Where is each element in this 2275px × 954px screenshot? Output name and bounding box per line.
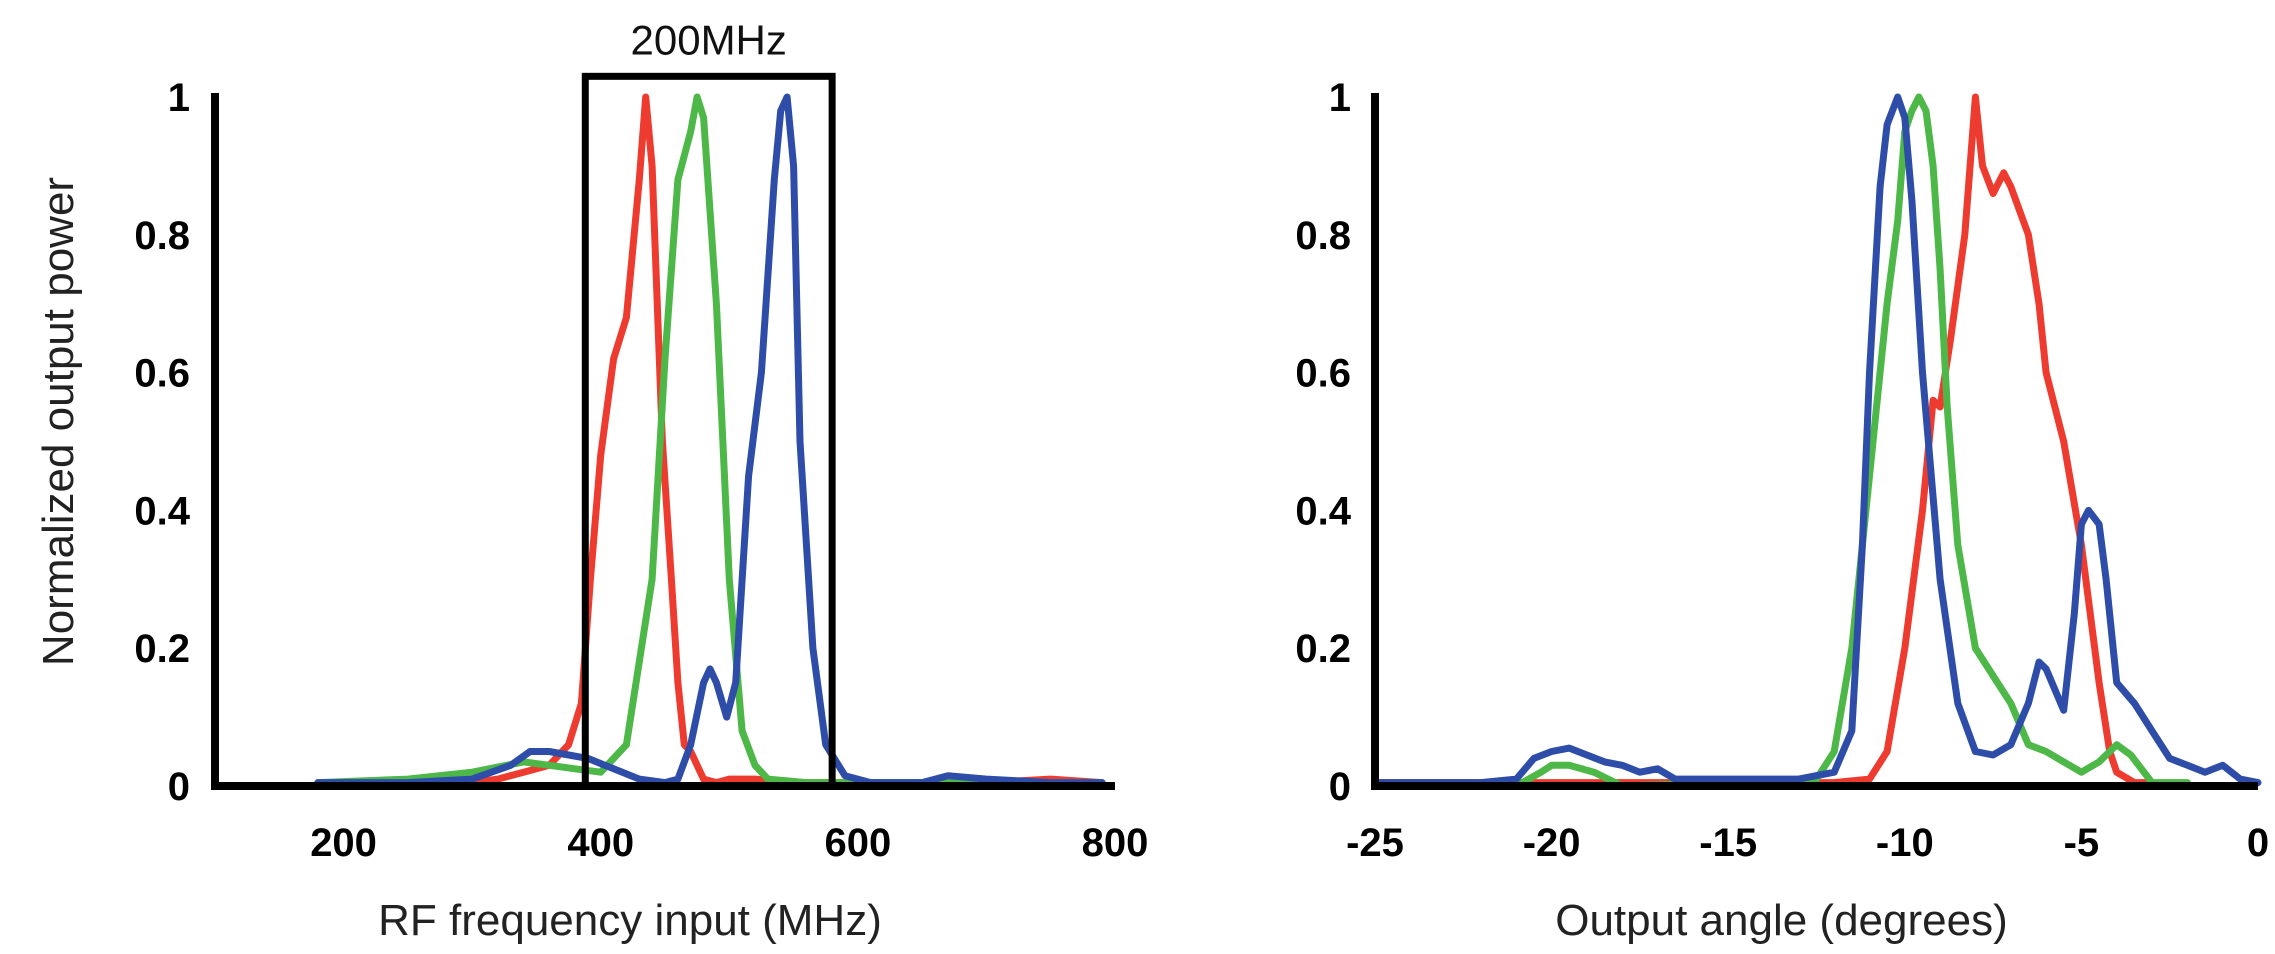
annotation-label: 200MHz (631, 16, 787, 63)
series-layer (1371, 93, 2262, 790)
x-tick-label: 400 (567, 821, 634, 865)
y-tick-labels: 0 0.2 0.4 0.6 0.8 1 (1295, 76, 1351, 809)
x-tick-label: 600 (824, 821, 891, 865)
x-tick-label: -15 (1699, 821, 1757, 865)
y-tick-label: 0.8 (1295, 214, 1351, 258)
series-line-2 (314, 93, 1106, 787)
x-tick-label: -25 (1346, 821, 1404, 865)
chart-rf-frequency: 200MHz 0 0.2 0.4 0.6 0.8 1 200 400 600 800 RF fr… (34, 16, 1148, 945)
y-tick-label: 0.2 (134, 627, 190, 671)
x-tick-labels: 200 400 600 800 (310, 821, 1148, 865)
y-tick-label: 0 (168, 765, 190, 809)
y-tick-label: 0.8 (134, 214, 190, 258)
x-tick-label: -20 (1523, 821, 1581, 865)
series-line-1 (314, 93, 1106, 787)
series-line-0 (1371, 93, 2156, 787)
y-tick-label: 0 (1329, 765, 1351, 809)
x-tick-label: -10 (1876, 821, 1934, 865)
y-tick-label: 0.4 (1295, 489, 1351, 533)
y-tick-label: 0.4 (134, 489, 190, 533)
x-tick-label: 200 (310, 821, 377, 865)
x-tick-label: 0 (2247, 821, 2269, 865)
chart-output-angle: 0 0.2 0.4 0.6 0.8 1 -25 -20 -15 -10 -5 0 Output an… (1295, 76, 2269, 945)
y-tick-label: 0.6 (134, 352, 190, 396)
y-tick-label: 1 (168, 76, 190, 120)
series-line-2 (1371, 93, 2262, 787)
x-tick-labels: -25 -20 -15 -10 -5 0 (1346, 821, 2269, 865)
series-line-1 (1371, 93, 2191, 790)
y-tick-label: 1 (1329, 76, 1351, 120)
y-axis-label: Normalized output power (34, 177, 83, 666)
x-tick-label: -5 (2064, 821, 2100, 865)
x-axis-label: Output angle (degrees) (1555, 896, 2008, 945)
axes-frame (1371, 93, 2258, 790)
x-tick-label: 800 (1082, 821, 1149, 865)
y-tick-label: 0.6 (1295, 352, 1351, 396)
y-tick-labels: 0 0.2 0.4 0.6 0.8 1 (134, 76, 190, 809)
y-tick-label: 0.2 (1295, 627, 1351, 671)
series-layer (314, 93, 1106, 787)
x-axis-label: RF frequency input (MHz) (378, 896, 882, 945)
axes-frame (211, 93, 1115, 790)
